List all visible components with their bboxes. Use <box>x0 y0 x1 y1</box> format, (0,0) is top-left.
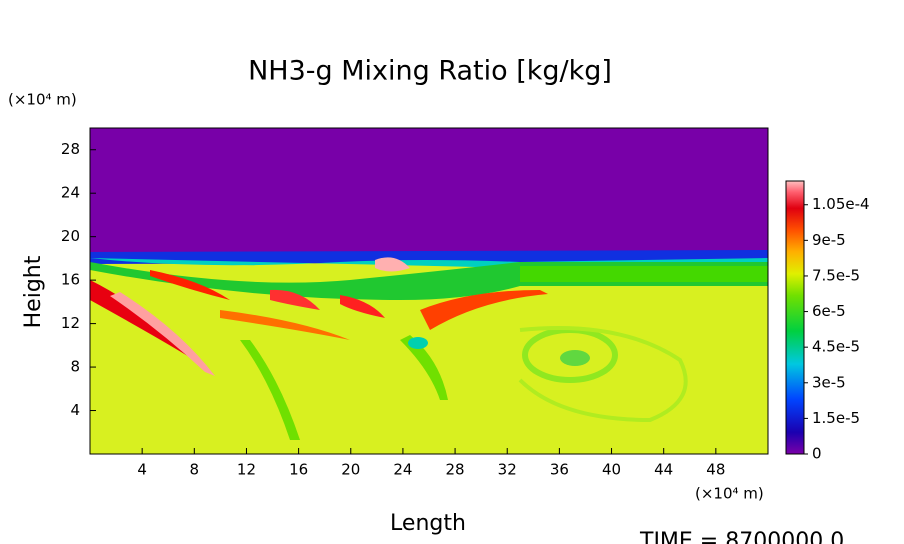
plot-frame <box>89 127 769 455</box>
x-tick-label: 8 <box>190 461 200 479</box>
colorbar-tick-label: 3e-5 <box>812 373 846 391</box>
colorbar-tick-label: 9e-5 <box>812 231 846 249</box>
x-axis-label: Length <box>390 511 466 536</box>
y-tick-label: 8 <box>70 358 80 376</box>
colorbar-tick-label: 0 <box>812 445 822 463</box>
x-tick-label: 48 <box>706 461 725 479</box>
colorbar <box>785 180 805 455</box>
colorbar-tick-label: 1.05e-4 <box>812 195 870 213</box>
y-tick-label: 20 <box>61 227 80 245</box>
x-tick-label: 36 <box>550 461 569 479</box>
x-tick-label: 24 <box>393 461 412 479</box>
x-tick-label: 12 <box>237 461 256 479</box>
x-tick-label: 28 <box>446 461 465 479</box>
colorbar-tick-label: 7.5e-5 <box>812 266 860 284</box>
x-tick-label: 20 <box>341 461 360 479</box>
y-tick-label: 12 <box>61 314 80 332</box>
x-tick-label: 44 <box>654 461 673 479</box>
annotation: TIME = 8700000.0 <box>639 529 844 544</box>
x-tick-label: 4 <box>137 461 147 479</box>
x-unit: (×10⁴ m) <box>695 485 764 503</box>
x-tick-label: 40 <box>602 461 621 479</box>
y-tick-label: 24 <box>61 184 80 202</box>
y-tick-label: 4 <box>70 401 80 419</box>
y-tick-label: 28 <box>61 140 80 158</box>
x-tick-label: 32 <box>498 461 517 479</box>
field <box>90 128 768 454</box>
y-tick-label: 16 <box>61 271 80 289</box>
colorbar-tick-label: 6e-5 <box>812 302 846 320</box>
y-unit: (×10⁴ m) <box>8 91 77 109</box>
x-tick-label: 16 <box>289 461 308 479</box>
chart-title: NH3-g Mixing Ratio [kg/kg] <box>248 56 612 87</box>
colorbar-tick-label: 1.5e-5 <box>812 409 860 427</box>
colorbar-tick-label: 4.5e-5 <box>812 338 860 356</box>
y-axis-label: Height <box>21 255 46 328</box>
